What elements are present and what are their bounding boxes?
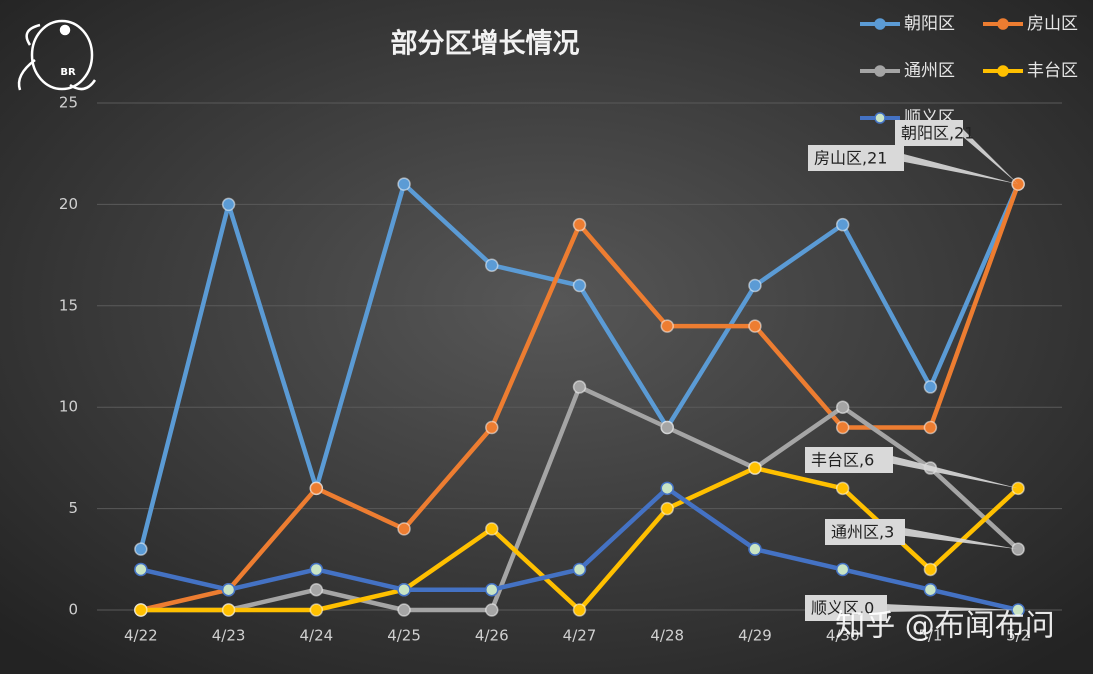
data-point <box>660 420 674 435</box>
x-tick-label: 4/25 <box>387 627 421 645</box>
data-point <box>923 582 938 597</box>
data-point <box>923 420 938 435</box>
data-point <box>572 603 587 617</box>
logo-text: BR <box>60 67 76 78</box>
y-tick-label: 0 <box>68 601 78 619</box>
data-point <box>660 481 674 496</box>
data-point <box>835 217 850 232</box>
y-tick-label: 25 <box>59 94 78 112</box>
data-point <box>221 603 236 617</box>
data-label: 丰台区,6 <box>811 451 874 470</box>
leader-line <box>905 528 1019 550</box>
data-point <box>748 278 762 293</box>
data-label-box <box>895 120 963 146</box>
data-point <box>835 562 850 577</box>
x-tick-label: 4/24 <box>299 627 333 645</box>
data-point <box>485 258 499 272</box>
data-label: 房山区,21 <box>814 149 887 168</box>
legend-marker <box>874 18 886 30</box>
data-point <box>835 400 850 414</box>
data-point <box>309 582 324 597</box>
legend-label: 朝阳区 <box>904 14 955 34</box>
logo <box>17 19 97 91</box>
y-tick-label: 20 <box>59 195 78 213</box>
data-point <box>572 380 587 394</box>
x-tick-label: 4/28 <box>650 627 684 645</box>
data-point <box>397 177 411 191</box>
leader-line <box>887 604 1019 612</box>
data-point <box>572 562 587 577</box>
data-label-box <box>805 447 893 473</box>
data-label-box <box>825 519 905 545</box>
data-label-box <box>805 595 887 621</box>
x-tick-label: 4/23 <box>212 627 246 645</box>
legend-marker <box>997 18 1009 30</box>
data-point <box>923 380 938 394</box>
data-point <box>221 582 236 597</box>
data-label: 顺义区,0 <box>811 599 874 618</box>
data-label: 朝阳区,21 <box>901 124 974 143</box>
data-point <box>134 542 148 556</box>
data-point <box>485 582 499 597</box>
y-tick-label: 15 <box>59 296 78 314</box>
x-tick-label: 4/29 <box>738 627 772 645</box>
y-tick-label: 10 <box>59 398 78 416</box>
data-point <box>221 197 236 212</box>
data-point <box>485 420 499 435</box>
leader-line <box>904 154 1019 185</box>
data-point <box>923 562 938 577</box>
data-point <box>134 603 148 617</box>
leader-line <box>963 129 1019 185</box>
x-tick-label: 5/1 <box>918 627 942 645</box>
legend-marker <box>874 112 886 124</box>
data-point <box>572 278 587 293</box>
plot-area: 0 5 10 15 20 25 4/22 4/23 4/24 4/25 4/26 4/27 4/28 4/… <box>59 14 1078 645</box>
data-point <box>485 522 499 536</box>
x-tick-label: 4/27 <box>563 627 597 645</box>
data-point <box>397 522 411 536</box>
data-point <box>660 501 674 516</box>
data-point <box>572 217 587 232</box>
data-point <box>309 481 324 496</box>
data-point <box>748 319 762 333</box>
legend-marker <box>997 65 1009 77</box>
data-point <box>309 603 324 617</box>
x-tick-label: 4/30 <box>826 627 860 645</box>
data-point <box>397 603 411 617</box>
data-point <box>748 461 762 475</box>
data-label-box <box>808 145 904 171</box>
data-point <box>835 481 850 496</box>
x-tick-label: 4/26 <box>475 627 509 645</box>
x-tick-label: 5/2 <box>1006 627 1030 645</box>
legend-label: 丰台区 <box>1027 61 1078 81</box>
legend-label: 通州区 <box>904 61 955 81</box>
data-point <box>397 582 411 597</box>
leader-line <box>893 456 1019 489</box>
legend-label: 房山区 <box>1027 14 1078 34</box>
legend-marker <box>874 65 886 77</box>
data-point <box>660 319 674 333</box>
data-point <box>748 542 762 556</box>
y-tick-label: 5 <box>68 499 78 517</box>
data-point <box>134 562 148 577</box>
watermark: 知乎 @布闻布问 <box>835 609 1055 644</box>
x-tick-label: 4/22 <box>124 627 158 645</box>
data-point <box>309 562 324 577</box>
chart-title: 部分区增长情况 <box>391 28 580 60</box>
data-point <box>485 603 499 617</box>
data-label: 通州区,3 <box>831 523 894 542</box>
data-point <box>835 420 850 435</box>
